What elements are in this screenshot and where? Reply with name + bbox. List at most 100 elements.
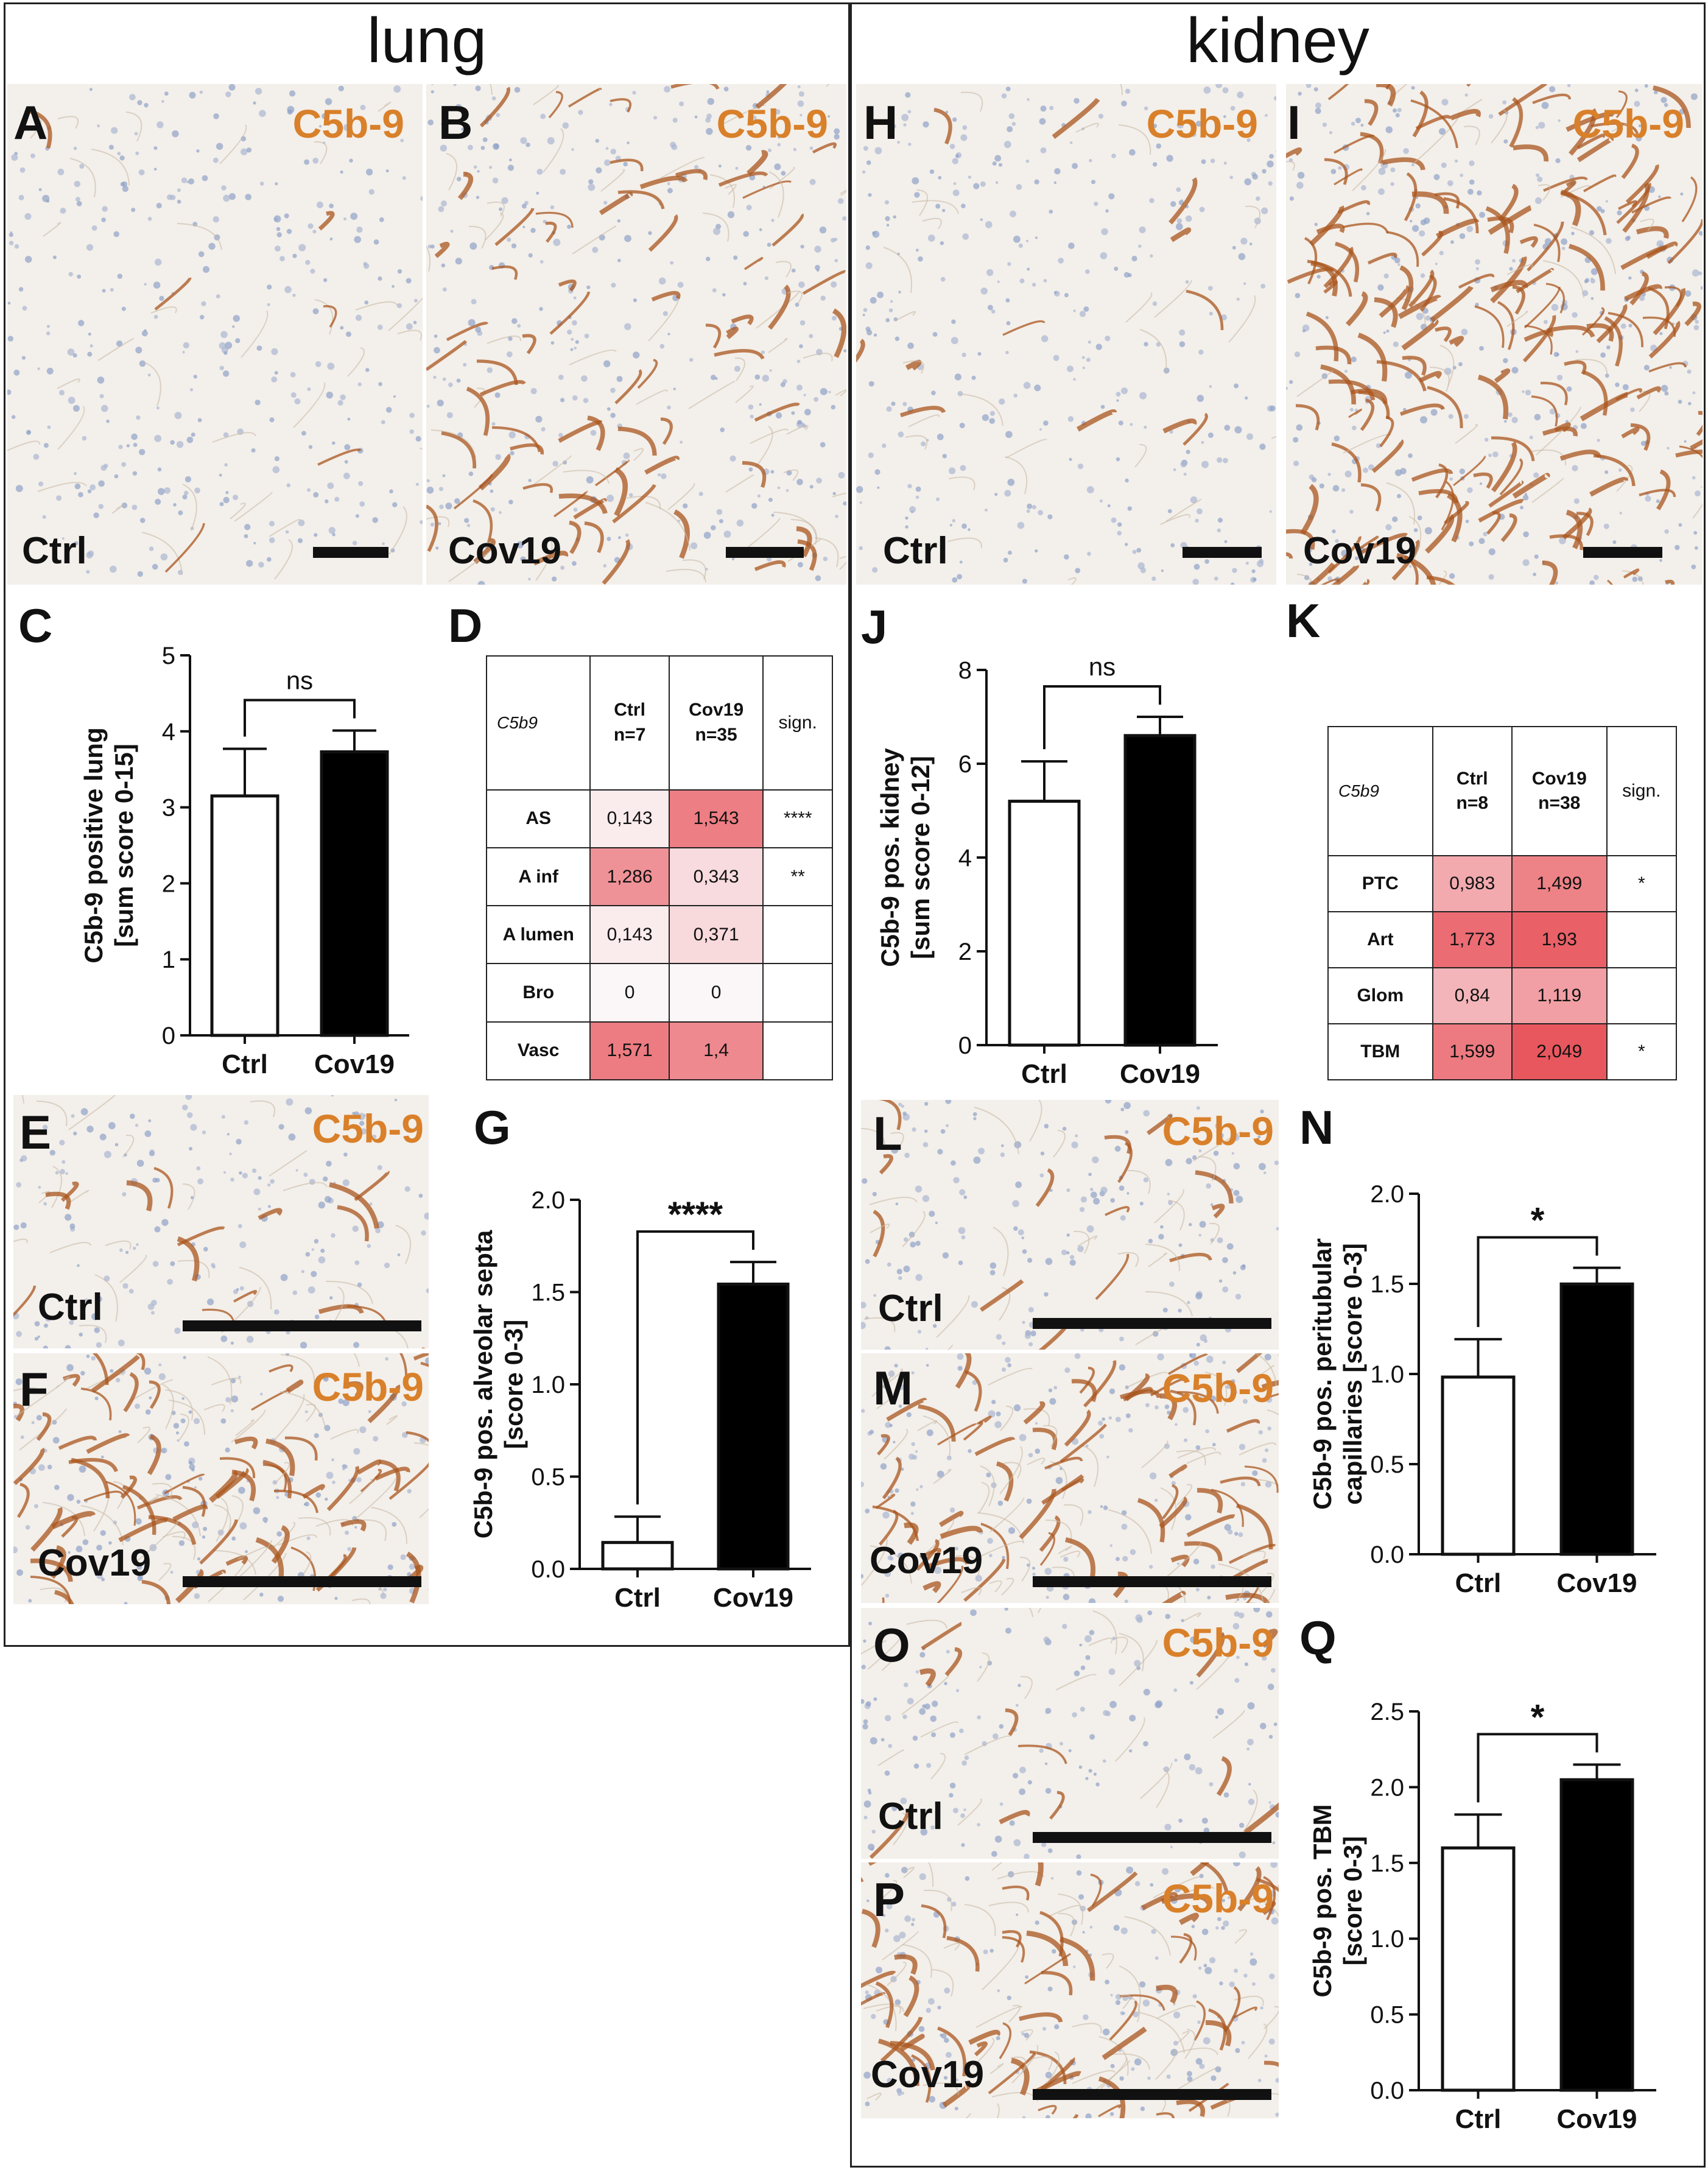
section-title-kidney: kidney bbox=[1186, 5, 1369, 76]
stain-label-A: C5b-9 bbox=[292, 101, 404, 146]
stain-label-I: C5b-9 bbox=[1572, 101, 1684, 146]
group-label-M: Cov19 bbox=[870, 1540, 983, 1582]
significance-bracket bbox=[1477, 1236, 1598, 1327]
bar-cov19 bbox=[1123, 734, 1197, 1047]
panel-label-L: L bbox=[873, 1107, 902, 1160]
micrograph-A: A C5b-9 Ctrl bbox=[7, 84, 423, 585]
micrograph-B: B C5b-9 Cov19 bbox=[426, 84, 846, 585]
tissue-texture bbox=[861, 1353, 1279, 1603]
significance-label: **** bbox=[668, 1195, 723, 1235]
panel-label-B: B bbox=[438, 96, 473, 149]
heat-cell-ctrl: 1,599 bbox=[1432, 1023, 1513, 1081]
panel-label-P: P bbox=[873, 1873, 905, 1926]
bar-chart-J: 0 2 4 6 8 Ctrl Cov19 ns C5b-9 pos. kidney[sum sc… bbox=[876, 652, 1218, 1089]
heat-cell-ctrl: 0,983 bbox=[1432, 855, 1513, 913]
y-tick-label: 1.0 bbox=[1370, 1361, 1404, 1388]
micrograph-O: O C5b-9 Ctrl bbox=[861, 1608, 1279, 1859]
micrograph-E: E C5b-9 Ctrl bbox=[13, 1095, 429, 1348]
panel-label-N: N bbox=[1299, 1101, 1334, 1154]
y-tick-label: 2.0 bbox=[1370, 1181, 1404, 1208]
y-tick-label: 0.0 bbox=[1370, 1541, 1404, 1568]
bar-chart-C: 0 1 2 3 4 5 Ctrl Cov19 ns C5b-9 positive lung[sum… bbox=[79, 643, 409, 1079]
stain-label-B: C5b-9 bbox=[716, 101, 828, 146]
column-header: Cov19 n=35 bbox=[668, 655, 764, 791]
y-axis-label: C5b-9 pos. peritubularcapillaries [score… bbox=[1308, 1238, 1367, 1510]
stain-label-L: C5b-9 bbox=[1162, 1108, 1274, 1154]
table-row: Vasc 1,571 1,4 bbox=[485, 1021, 833, 1081]
row-label: PTC bbox=[1327, 855, 1433, 913]
tissue-texture bbox=[1286, 84, 1703, 585]
stain-label-E: C5b-9 bbox=[312, 1106, 424, 1151]
bar-chart-G: 0.0 0.5 1.0 1.5 2.0 Ctrl Cov19 **** C5b-9 pos. a… bbox=[469, 1187, 811, 1613]
y-tick-label: 2.5 bbox=[1370, 1699, 1404, 1725]
y-axis-label: C5b-9 positive lung[sum score 0-15] bbox=[79, 727, 138, 963]
panel-label-K: K bbox=[1286, 594, 1321, 647]
scale-bar-E bbox=[183, 1320, 421, 1331]
bar-ctrl bbox=[601, 1541, 674, 1571]
heat-table-D: C5b9 Ctrl n=7 Cov19 n=35 sign. AS 0,143 1,543 ***… bbox=[485, 655, 833, 1081]
column-header: Ctrl n=8 bbox=[1432, 725, 1513, 857]
y-tick-label: 0 bbox=[958, 1032, 972, 1059]
heat-cell-ctrl: 1,286 bbox=[589, 847, 670, 907]
bar-cov19 bbox=[1559, 1282, 1634, 1556]
table-row: AS 0,143 1,543 **** bbox=[485, 789, 833, 848]
kidney-frame bbox=[850, 2, 1706, 2168]
column-header: Ctrl n=7 bbox=[589, 655, 670, 791]
group-label-L: Ctrl bbox=[878, 1288, 943, 1330]
group-label-E: Ctrl bbox=[38, 1286, 103, 1328]
significance-cell: **** bbox=[762, 789, 833, 848]
table-row: A lumen 0,143 0,371 bbox=[485, 905, 833, 965]
heat-cell-cov19: 1,93 bbox=[1511, 911, 1608, 968]
heat-cell-cov19: 0 bbox=[668, 963, 764, 1023]
group-label-B: Cov19 bbox=[448, 530, 562, 572]
tissue-image bbox=[7, 84, 423, 585]
y-tick-label: 5 bbox=[162, 643, 175, 669]
tissue-texture bbox=[861, 1608, 1279, 1859]
significance-cell: * bbox=[1606, 855, 1678, 913]
micrograph-M: M C5b-9 Cov19 bbox=[861, 1353, 1279, 1603]
table-row: A inf 1,286 0,343 ** bbox=[485, 847, 833, 907]
group-label-I: Cov19 bbox=[1303, 530, 1417, 572]
stain-label-M: C5b-9 bbox=[1162, 1365, 1274, 1411]
panel-label-C: C bbox=[18, 599, 53, 652]
stain-label-O: C5b-9 bbox=[1162, 1620, 1274, 1665]
x-tick-label: Cov19 bbox=[1556, 2104, 1637, 2134]
tissue-texture bbox=[861, 1100, 1279, 1350]
row-label: TBM bbox=[1327, 1023, 1433, 1081]
panel-label-Q: Q bbox=[1299, 1611, 1337, 1664]
table-caption: C5b9 bbox=[1327, 725, 1433, 857]
bar-ctrl bbox=[1441, 1846, 1516, 2092]
y-tick-label: 4 bbox=[958, 845, 972, 872]
y-tick-label: 1.5 bbox=[531, 1280, 565, 1306]
heat-cell-ctrl: 1,571 bbox=[589, 1021, 670, 1081]
heat-cell-cov19: 0,371 bbox=[668, 905, 764, 965]
tissue-image bbox=[861, 1100, 1279, 1350]
row-label: A lumen bbox=[485, 905, 591, 965]
significance-cell bbox=[1606, 911, 1678, 968]
tissue-texture bbox=[13, 1353, 429, 1604]
significance-cell: ** bbox=[762, 847, 833, 907]
y-tick-label: 1 bbox=[162, 946, 175, 973]
bar-ctrl bbox=[210, 794, 279, 1037]
significance-cell: * bbox=[1606, 1023, 1678, 1081]
x-tick-label: Ctrl bbox=[222, 1049, 268, 1079]
scale-bar-P bbox=[1033, 2089, 1271, 2100]
tissue-background bbox=[856, 84, 1276, 585]
y-axis-label: C5b-9 pos. kidney[sum score 0-12] bbox=[876, 748, 935, 967]
tissue-image bbox=[13, 1353, 429, 1604]
tissue-image bbox=[861, 1862, 1279, 2118]
significance-label: * bbox=[1531, 1201, 1545, 1241]
table-header-row: C5b9 Ctrl n=8 Cov19 n=38 sign. bbox=[1327, 725, 1678, 857]
significance-cell bbox=[1606, 967, 1678, 1024]
scale-bar-B bbox=[726, 547, 804, 558]
micrograph-I: I C5b-9 Cov19 bbox=[1286, 84, 1703, 585]
y-tick-label: 1.5 bbox=[1370, 1271, 1404, 1298]
y-tick-label: 0.5 bbox=[1370, 1451, 1404, 1478]
y-tick-label: 1.0 bbox=[1370, 1926, 1404, 1953]
y-tick-label: 0.0 bbox=[1370, 2077, 1404, 2104]
x-tick-label: Ctrl bbox=[1455, 2104, 1502, 2134]
y-tick-label: 8 bbox=[958, 657, 972, 684]
row-label: AS bbox=[485, 789, 591, 848]
heat-cell-ctrl: 0,84 bbox=[1432, 967, 1513, 1024]
scale-bar-H bbox=[1183, 547, 1262, 558]
